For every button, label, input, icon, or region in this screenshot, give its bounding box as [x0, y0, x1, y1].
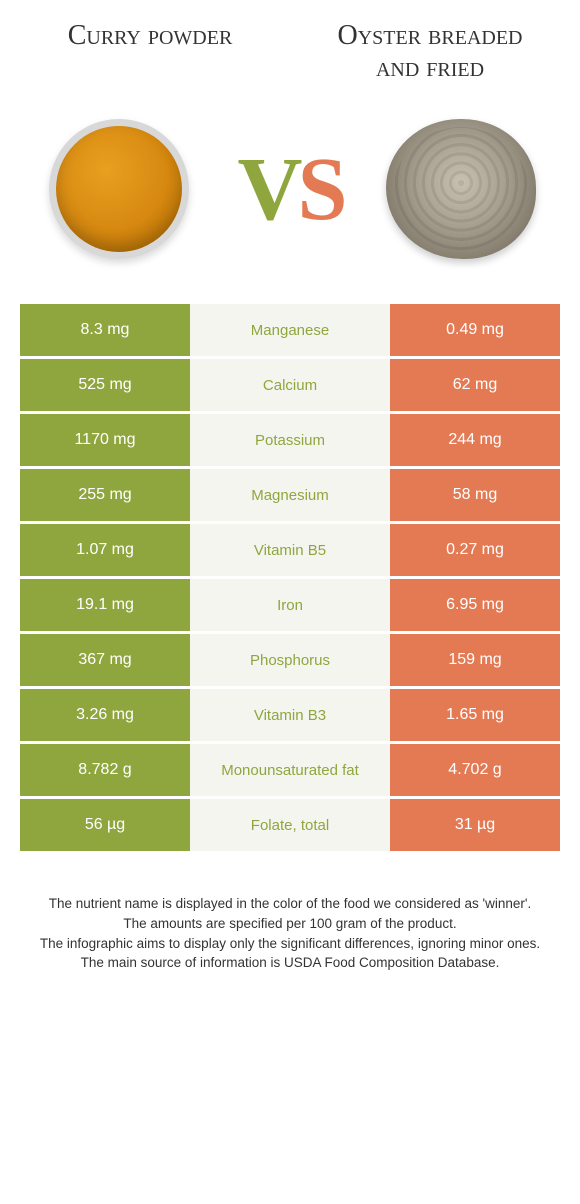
footer-line-3: The infographic aims to display only the… — [30, 934, 550, 954]
nutrient-table: 8.3 mgManganese0.49 mg525 mgCalcium62 mg… — [20, 304, 560, 851]
left-value: 3.26 mg — [20, 689, 190, 741]
table-row: 56 µgFolate, total31 µg — [20, 799, 560, 851]
right-value: 4.702 g — [390, 744, 560, 796]
nutrient-label: Vitamin B3 — [190, 689, 390, 741]
nutrient-label: Monounsaturated fat — [190, 744, 390, 796]
nutrient-label: Folate, total — [190, 799, 390, 851]
table-row: 367 mgPhosphorus159 mg — [20, 634, 560, 686]
right-value: 159 mg — [390, 634, 560, 686]
footer-notes: The nutrient name is displayed in the co… — [0, 854, 580, 972]
right-value: 0.49 mg — [390, 304, 560, 356]
nutrient-label: Calcium — [190, 359, 390, 411]
vs-v: V — [237, 140, 297, 239]
left-value: 8.3 mg — [20, 304, 190, 356]
left-value: 1170 mg — [20, 414, 190, 466]
nutrient-label: Vitamin B5 — [190, 524, 390, 576]
table-row: 525 mgCalcium62 mg — [20, 359, 560, 411]
vs-s: S — [297, 140, 342, 239]
vs-label: VS — [237, 138, 342, 241]
right-value: 0.27 mg — [390, 524, 560, 576]
footer-line-2: The amounts are specified per 100 gram o… — [30, 914, 550, 934]
hero-row: VS — [0, 84, 580, 304]
table-row: 19.1 mgIron6.95 mg — [20, 579, 560, 631]
left-value: 19.1 mg — [20, 579, 190, 631]
right-value: 1.65 mg — [390, 689, 560, 741]
table-row: 8.782 gMonounsaturated fat4.702 g — [20, 744, 560, 796]
left-value: 367 mg — [20, 634, 190, 686]
footer-line-4: The main source of information is USDA F… — [30, 953, 550, 973]
title-left: Curry powder — [40, 20, 300, 84]
nutrient-label: Potassium — [190, 414, 390, 466]
right-value: 6.95 mg — [390, 579, 560, 631]
nutrient-label: Phosphorus — [190, 634, 390, 686]
nutrient-label: Magnesium — [190, 469, 390, 521]
right-value: 58 mg — [390, 469, 560, 521]
table-row: 8.3 mgManganese0.49 mg — [20, 304, 560, 356]
right-value: 31 µg — [390, 799, 560, 851]
curry-image — [39, 109, 199, 269]
left-value: 525 mg — [20, 359, 190, 411]
left-value: 8.782 g — [20, 744, 190, 796]
nutrient-label: Iron — [190, 579, 390, 631]
left-value: 255 mg — [20, 469, 190, 521]
footer-line-1: The nutrient name is displayed in the co… — [30, 894, 550, 914]
right-value: 244 mg — [390, 414, 560, 466]
left-value: 1.07 mg — [20, 524, 190, 576]
table-row: 3.26 mgVitamin B31.65 mg — [20, 689, 560, 741]
table-row: 1170 mgPotassium244 mg — [20, 414, 560, 466]
right-value: 62 mg — [390, 359, 560, 411]
table-row: 1.07 mgVitamin B50.27 mg — [20, 524, 560, 576]
nutrient-label: Manganese — [190, 304, 390, 356]
table-row: 255 mgMagnesium58 mg — [20, 469, 560, 521]
left-value: 56 µg — [20, 799, 190, 851]
oyster-image — [381, 109, 541, 269]
title-right: Oyster breaded and fried — [300, 20, 540, 84]
